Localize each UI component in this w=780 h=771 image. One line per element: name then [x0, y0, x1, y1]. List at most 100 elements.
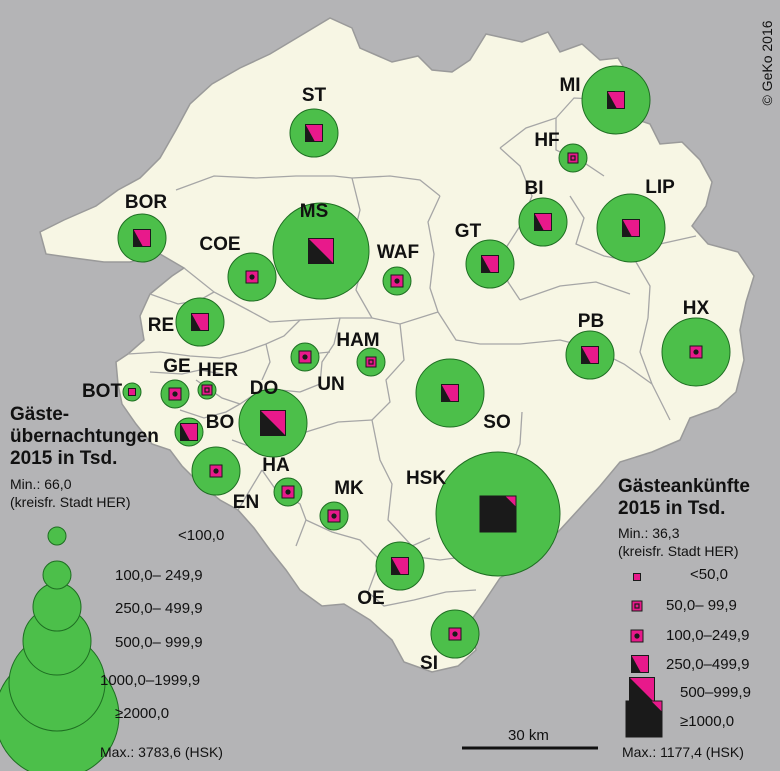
legend-left-class-2: 100,0– 249,9	[115, 567, 203, 584]
district-label-mk: MK	[334, 478, 364, 499]
district-symbol-ha	[273, 477, 303, 507]
legend-left-min-note: (kreisfr. Stadt HER)	[10, 494, 131, 510]
legend-left-title-1: Gäste-	[10, 404, 70, 425]
arrival-square-mi-mark	[607, 91, 617, 109]
district-label-ge: GE	[163, 356, 190, 377]
arrival-square-oe-mark	[391, 557, 401, 575]
district-symbol-gt	[465, 239, 515, 289]
legend-right-class-2: 50,0– 99,9	[666, 597, 737, 614]
district-label-pb: PB	[578, 311, 604, 332]
district-label-coe: COE	[199, 234, 240, 255]
legend-square-group-1	[633, 573, 641, 581]
district-symbol-ham	[356, 347, 386, 377]
legend-square-5-mark	[629, 677, 655, 703]
legend-circle-1	[47, 526, 67, 546]
arrival-square-so-mark	[441, 384, 451, 402]
district-label-so: SO	[483, 412, 510, 433]
legend-right-class-1: <50,0	[690, 566, 728, 583]
legend-left-class-5: 1000,0–1999,9	[100, 672, 201, 689]
arrival-square-hsk-mark	[480, 496, 516, 532]
district-symbol-hf	[558, 143, 588, 173]
legend-left-max: Max.: 3783,6 (HSK)	[100, 744, 223, 760]
arrival-square-ge-mark	[172, 391, 178, 397]
legend-left-class-1: <100,0	[178, 527, 225, 544]
arrival-square-en-mark	[213, 468, 219, 474]
arrival-square-un-mark	[302, 354, 308, 360]
district-label-waf: WAF	[377, 242, 419, 263]
arrival-square-hx-mark	[693, 349, 699, 355]
district-label-hx: HX	[683, 298, 710, 319]
district-label-ha: HA	[262, 455, 290, 476]
district-symbol-st	[289, 108, 339, 158]
arrival-square-bi-mark	[534, 213, 544, 231]
arrival-square-pb-mark	[581, 346, 591, 364]
district-label-ms: MS	[300, 201, 329, 222]
arrival-square-re-mark	[191, 313, 201, 331]
district-symbol-bo	[174, 417, 204, 447]
district-label-mi: MI	[559, 75, 580, 96]
legend-right-max: Max.: 1177,4 (HSK)	[622, 744, 744, 760]
district-label-hf: HF	[534, 130, 559, 151]
district-symbol-ge	[160, 379, 190, 409]
arrival-square-ha-mark	[285, 489, 291, 495]
district-symbol-mk	[319, 501, 349, 531]
legend-symbols	[0, 526, 663, 771]
legend-square-4-mark	[631, 655, 641, 673]
district-symbol-do	[238, 388, 308, 458]
district-label-lip: LIP	[645, 177, 675, 198]
legend-left-title-2: übernachtungen	[10, 426, 159, 447]
legend-circle-3	[32, 582, 82, 632]
district-symbol-bi	[518, 197, 568, 247]
legend-square-2-mark	[634, 603, 640, 609]
scale-bar-label: 30 km	[508, 727, 549, 744]
district-label-bi: BI	[525, 178, 544, 199]
district-symbol-her	[197, 380, 217, 400]
district-symbols	[117, 65, 731, 659]
district-label-st: ST	[302, 85, 327, 106]
legend-left-title-3: 2015 in Tsd.	[10, 448, 118, 469]
arrival-square-ham	[365, 356, 377, 368]
legend-left-class-6: ≥2000,0	[115, 705, 170, 722]
legend-square-group-2	[631, 600, 643, 612]
copyright-text: © GeKo 2016	[759, 20, 775, 106]
district-label-her: HER	[198, 360, 238, 381]
land-area	[39, 17, 755, 673]
district-symbol-mi	[581, 65, 651, 135]
copyright-note: © GeKo 2016	[756, 4, 778, 122]
legend-square-1	[633, 573, 641, 581]
district-symbol-ms	[272, 202, 370, 300]
legend-right-min-note: (kreisfr. Stadt HER)	[618, 543, 739, 559]
arrival-square-hf	[567, 152, 579, 164]
legend-right-min: Min.: 36,3	[618, 525, 680, 541]
district-label-bot: BOT	[82, 381, 123, 402]
legend-square-2	[631, 600, 643, 612]
district-label-gt: GT	[455, 221, 482, 242]
arrival-square-mk-mark	[331, 513, 337, 519]
arrival-square-ms-mark	[308, 238, 334, 264]
district-symbol-oe	[375, 541, 425, 591]
legend-right-class-5: 500–999,9	[680, 684, 751, 701]
legend-square-3-mark	[634, 633, 640, 639]
district-label-hsk: HSK	[406, 468, 446, 489]
arrival-square-her	[201, 384, 213, 396]
arrival-square-st-mark	[305, 124, 315, 142]
legend-square-group-5	[629, 677, 655, 703]
arrival-square-bo-mark	[180, 423, 190, 441]
legend-right-class-3: 100,0–249,9	[666, 627, 750, 644]
district-symbol-re	[175, 297, 225, 347]
district-label-bo: BO	[206, 412, 235, 433]
arrival-square-waf-mark	[394, 278, 400, 284]
arrival-square-do-mark	[260, 410, 286, 436]
legend-right-class-4: 250,0–499,9	[666, 656, 750, 673]
district-symbol-pb	[565, 330, 615, 380]
legend-right-class-6: ≥1000,0	[680, 713, 735, 730]
legend-right-title-2: 2015 in Tsd.	[618, 498, 726, 519]
legend-circle-2	[42, 560, 72, 590]
legend-right-title-1: Gästeankünfte	[618, 476, 750, 497]
district-label-do: DO	[250, 378, 279, 399]
arrival-square-coe-mark	[249, 274, 255, 280]
legend-left-class-4: 500,0– 999,9	[115, 634, 203, 651]
district-label-re: RE	[148, 315, 174, 336]
legend-square-group-4	[631, 655, 649, 673]
